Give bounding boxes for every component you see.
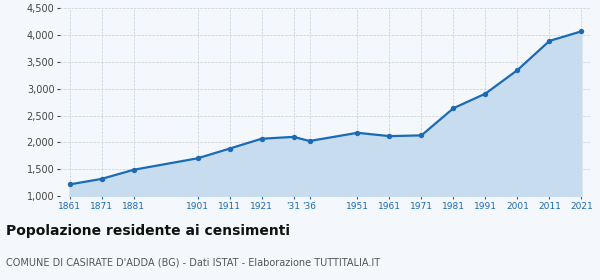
Point [481, 91, 490, 96]
Point [193, 156, 202, 160]
Text: Popolazione residente ai censimenti: Popolazione residente ai censimenti [6, 224, 290, 238]
Point [97, 177, 106, 181]
Point [385, 134, 394, 138]
Point [353, 130, 362, 135]
Point [449, 106, 458, 110]
Point [289, 135, 298, 139]
Point [305, 139, 314, 143]
Point [577, 29, 586, 34]
Point [512, 68, 522, 72]
Point [416, 133, 426, 137]
Point [225, 146, 235, 151]
Text: COMUNE DI CASIRATE D'ADDA (BG) - Dati ISTAT - Elaborazione TUTTITALIA.IT: COMUNE DI CASIRATE D'ADDA (BG) - Dati IS… [6, 258, 380, 268]
Point [129, 167, 139, 172]
Point [545, 39, 554, 43]
Point [65, 182, 74, 187]
Point [257, 137, 266, 141]
